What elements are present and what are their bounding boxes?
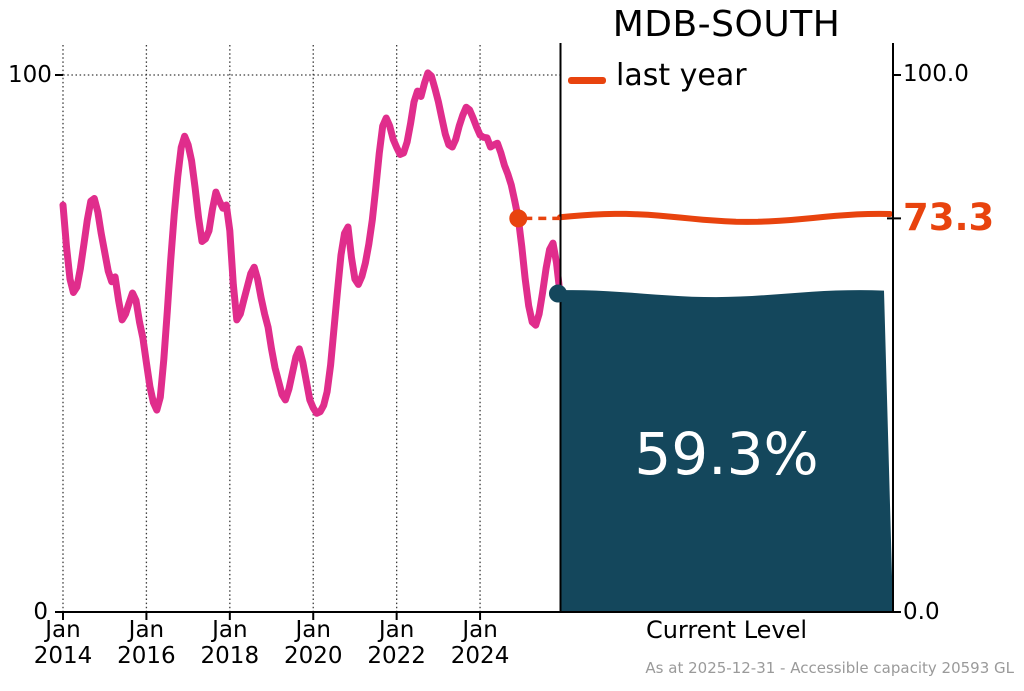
x-axis-label-2016: Jan 2016 [117, 617, 176, 669]
legend-label: last year [616, 58, 747, 93]
storage-history-line [59, 69, 564, 417]
right-axis-label-100: 100.0 [903, 61, 969, 87]
x-axis-label-2020: Jan 2020 [283, 617, 343, 669]
current-level-dot [549, 284, 567, 303]
current-level-axis-label: Current Level [645, 616, 808, 644]
x-axis-label-2024: Jan 2024 [450, 617, 510, 669]
left-axis-label-100: 100 [8, 62, 52, 88]
right-axis-label-0: 0.0 [903, 599, 940, 625]
chart-title: MDB-SOUTH [612, 4, 841, 45]
last-year-legend-swatch-icon [568, 77, 606, 84]
last-year-value-label: 73.3 [903, 196, 995, 239]
last-year-line [557, 210, 893, 225]
current-level-area [560, 290, 893, 612]
x-axis-label-2018: Jan 2018 [200, 617, 260, 669]
x-axis-label-2014: Jan 2014 [33, 617, 93, 669]
left-axis-label-0: 0 [33, 599, 48, 625]
last-year-dot [509, 209, 528, 228]
x-axis-label-2022: Jan 2022 [367, 617, 426, 669]
current-level-percentage: 59.3% [634, 420, 819, 488]
footer-caption: As at 2025-12-31 - Accessible capacity 2… [645, 659, 1014, 677]
